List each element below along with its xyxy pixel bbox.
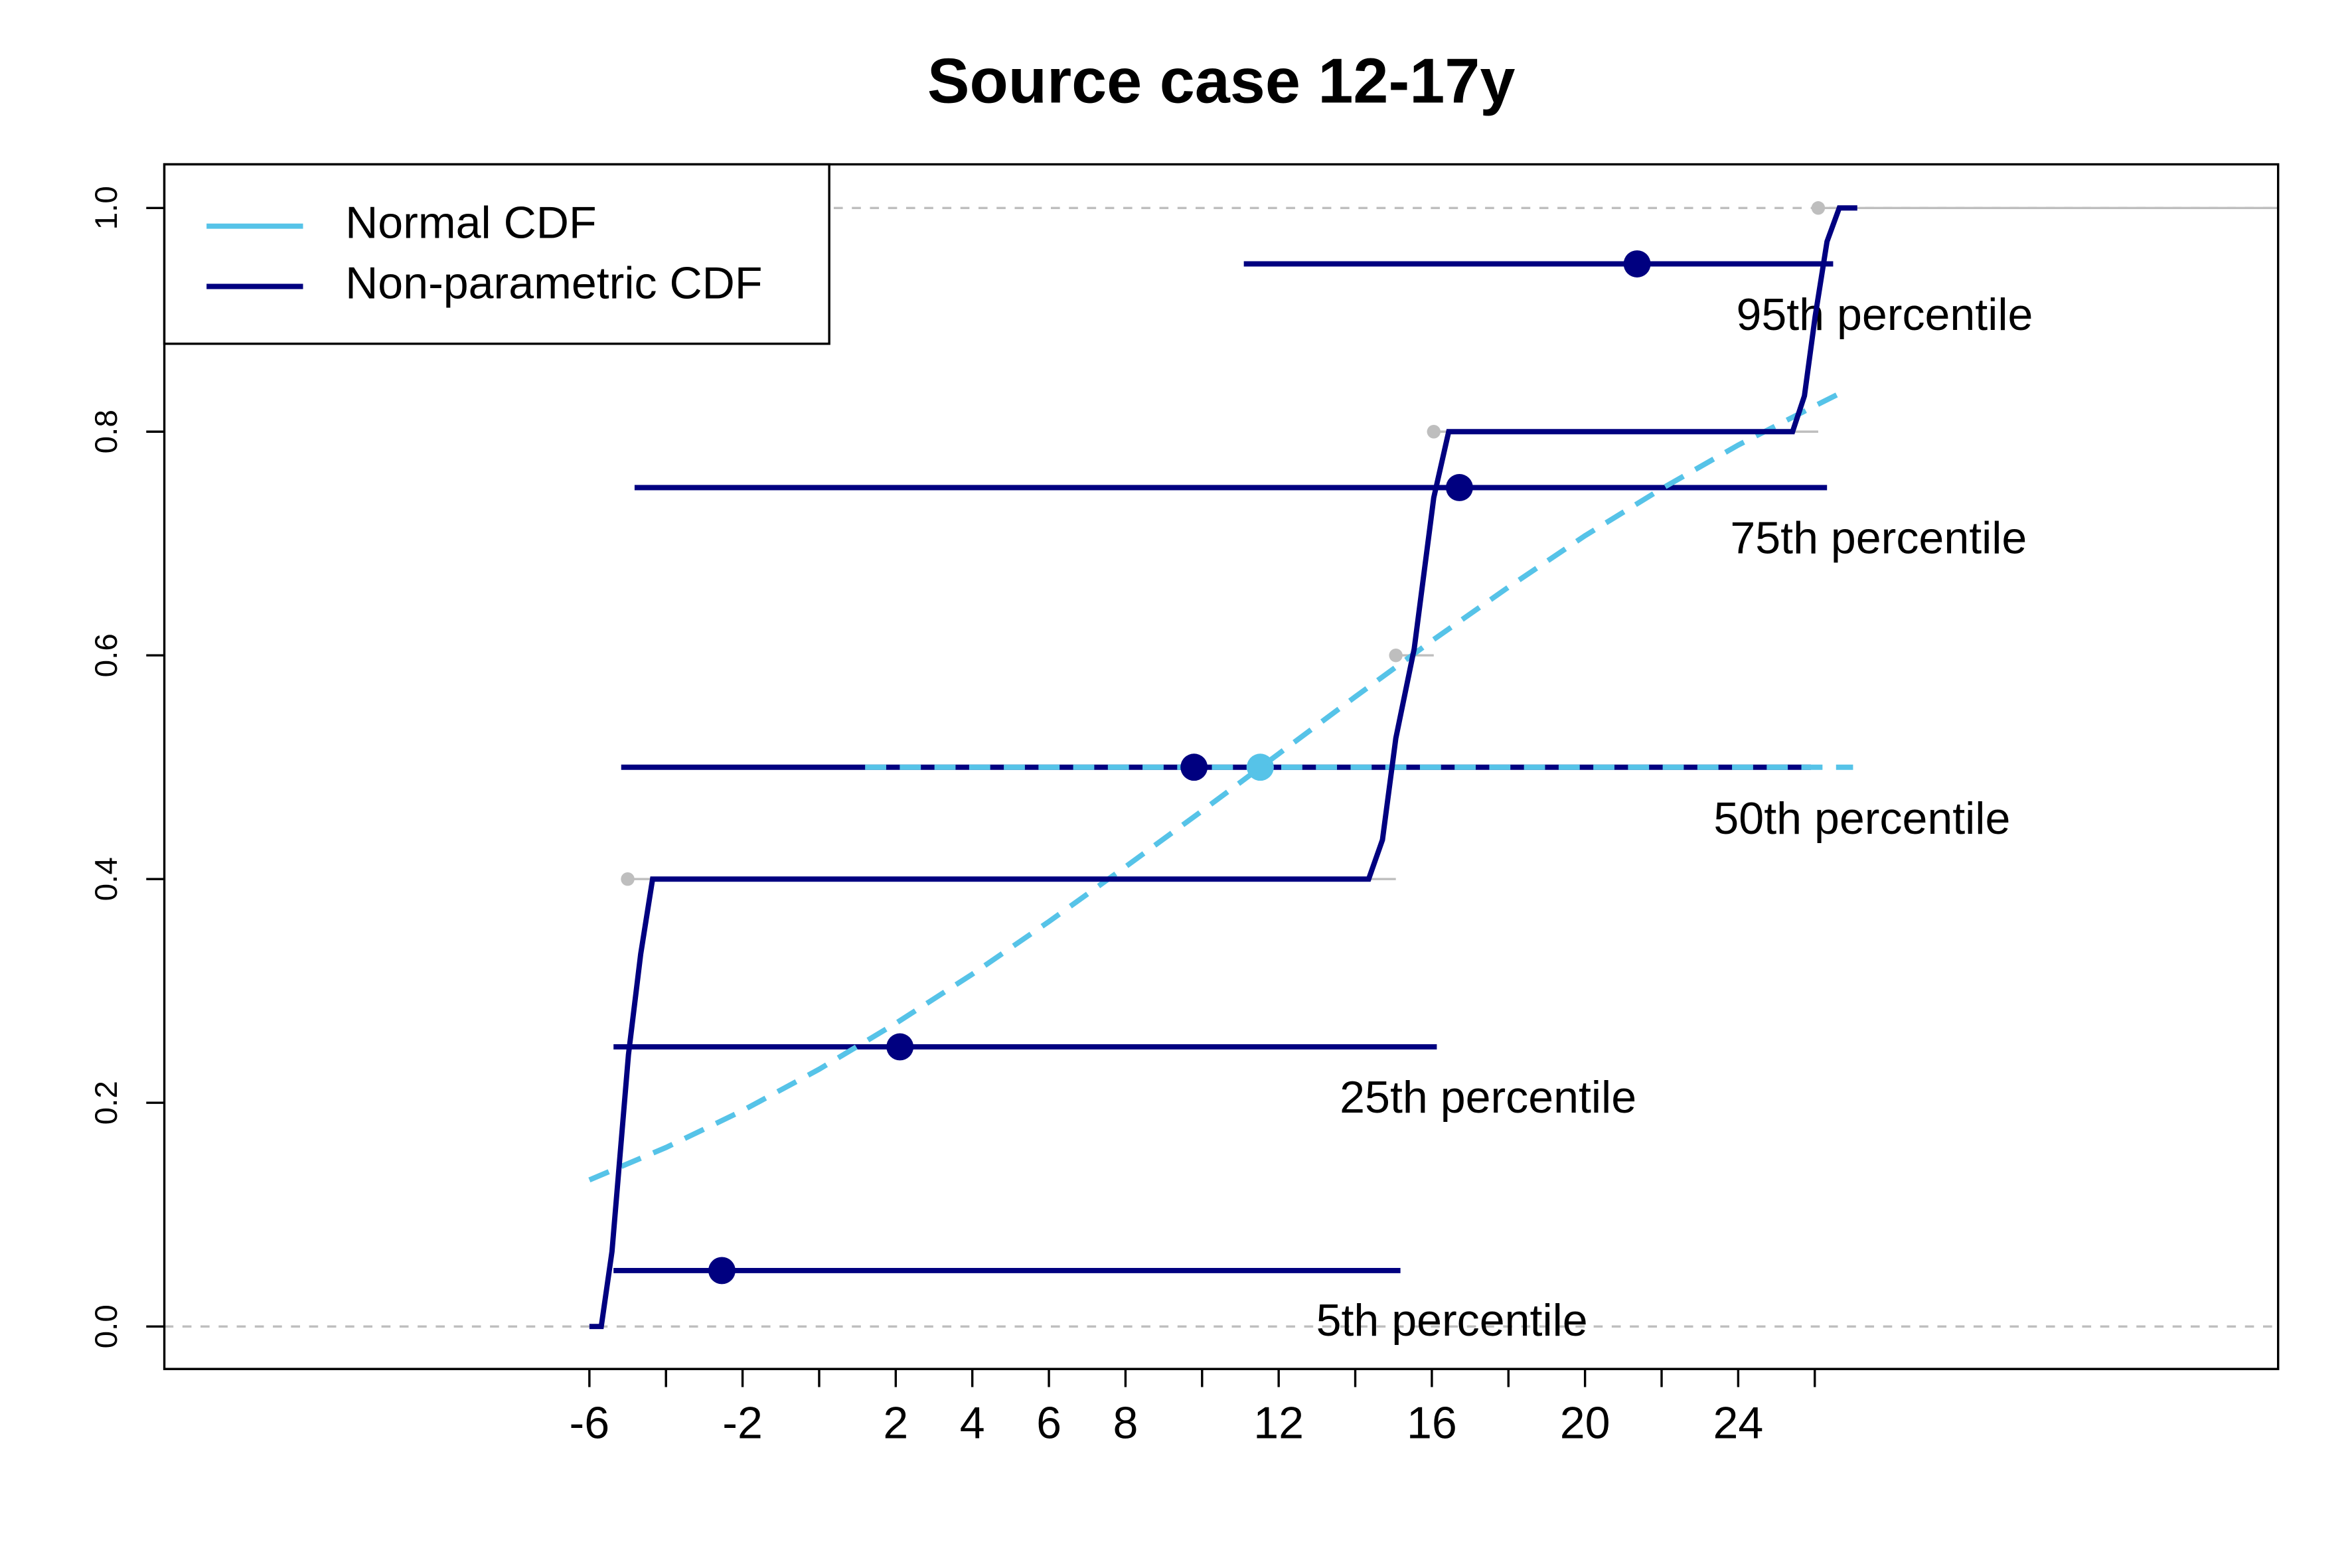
chart-title: Source case 12-17y [927, 46, 1515, 117]
x-tick-label: -6 [570, 1398, 610, 1449]
percentile-point [708, 1257, 736, 1285]
legend-box [163, 163, 830, 345]
percentile-label: 50th percentile [1713, 793, 2010, 844]
empirical-point [621, 872, 635, 886]
empirical-point [1389, 649, 1403, 663]
y-tick-label: 0.6 [89, 633, 124, 677]
x-tick-label: 20 [1560, 1398, 1610, 1449]
percentile-label: 25th percentile [1340, 1072, 1636, 1123]
legend-label: Non-parametric CDF [345, 258, 762, 309]
percentile-point [886, 1033, 914, 1061]
x-tick-label: 12 [1253, 1398, 1304, 1449]
x-tick-label: 16 [1407, 1398, 1457, 1449]
y-tick-label: 0.2 [89, 1081, 124, 1125]
percentile-label: 95th percentile [1736, 289, 2033, 340]
empirical-point [1811, 201, 1826, 215]
x-tick-label: 24 [1713, 1398, 1763, 1449]
x-tick-label: 8 [1113, 1398, 1138, 1449]
y-tick-label: 0.8 [89, 410, 124, 453]
y-tick-label: 0.4 [89, 857, 124, 901]
y-tick-label: 1.0 [89, 186, 124, 230]
empirical-point [1427, 425, 1441, 439]
x-tick-label: 6 [1036, 1398, 1061, 1449]
percentile-point [1180, 753, 1208, 781]
x-tick-label: 4 [960, 1398, 985, 1449]
percentile-label: 75th percentile [1730, 512, 2027, 563]
plot-frame [163, 163, 2280, 1370]
percentile-label: 5th percentile [1316, 1295, 1588, 1346]
legend-label: Normal CDF [345, 198, 596, 248]
y-tick-label: 0.0 [89, 1304, 124, 1348]
cdf-line [588, 390, 1843, 1183]
cdf-line [589, 205, 1857, 1330]
percentile-point [1623, 250, 1651, 277]
x-tick-label: 2 [883, 1398, 908, 1449]
percentile-point [1445, 474, 1473, 501]
x-tick-label: -2 [722, 1398, 763, 1449]
